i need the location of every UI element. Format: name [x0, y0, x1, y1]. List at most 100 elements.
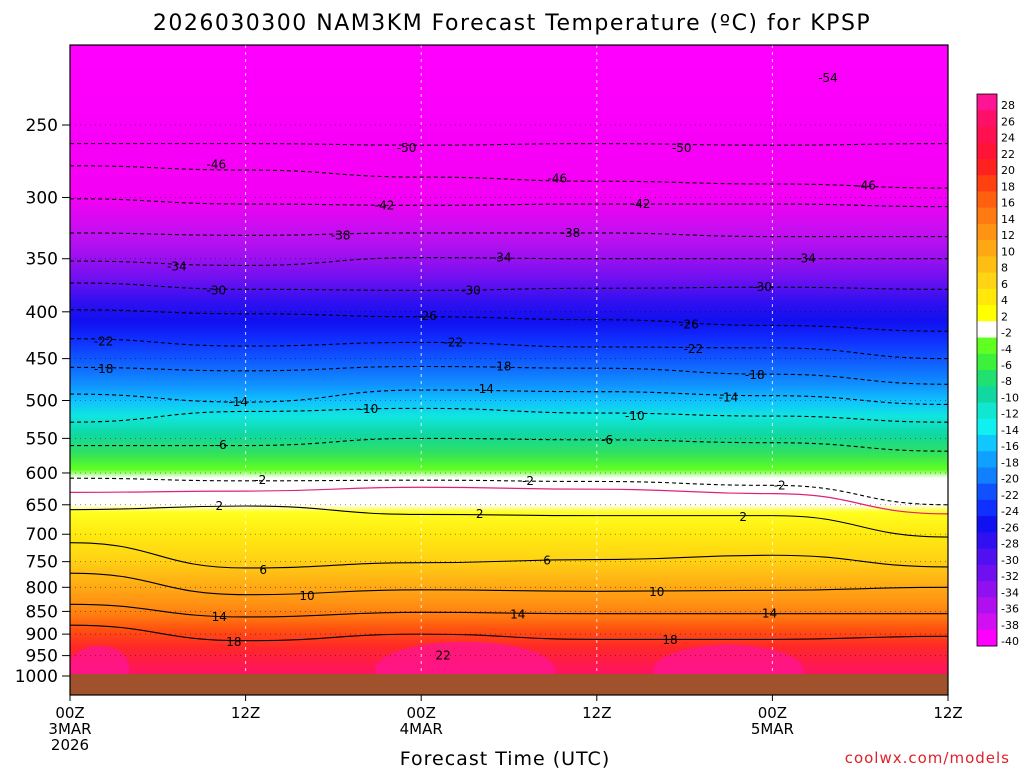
y-tick-label: 1000: [15, 667, 58, 687]
colorbar-label: -14: [1001, 424, 1019, 437]
isotherm-label: -46: [856, 178, 876, 192]
y-tick-label: 800: [26, 578, 58, 598]
colorbar-swatch: [977, 467, 997, 485]
isotherm-lines: [70, 143, 948, 642]
y-tick-label: 650: [26, 496, 58, 516]
isotherm-label: -26: [679, 318, 699, 332]
isotherm-label: -50: [672, 141, 692, 155]
isotherm-label: 2: [476, 507, 484, 521]
colorbar-swatch: [977, 337, 997, 355]
colorbar-label: -30: [1001, 554, 1019, 567]
colorbar-label: 4: [1001, 294, 1008, 307]
colorbar-label: -24: [1001, 505, 1019, 518]
isotherm-line: [70, 282, 948, 291]
colorbar-label: -18: [1001, 456, 1019, 469]
colorbar-swatch: [977, 175, 997, 192]
x-tick-label: 12Z: [933, 704, 962, 722]
colorbar-label: 24: [1001, 132, 1015, 145]
isotherm-label: -2: [522, 474, 534, 488]
isotherm-line: [70, 389, 948, 406]
isotherm-label: -42: [631, 197, 651, 211]
x-tick-label: 12Z: [231, 704, 260, 722]
colorbar-label: -28: [1001, 538, 1019, 551]
y-axis-ticks: 250 300 350 400 450 500 550 600 650 700 750 800 850 9…: [15, 116, 70, 687]
y-tick-label: 450: [26, 350, 58, 370]
y-tick-label: 900: [26, 625, 58, 645]
isotherm-label: 18: [226, 635, 241, 649]
colorbar-swatch: [977, 402, 997, 420]
colorbar-swatch: [977, 321, 997, 339]
colorbar-swatch: [977, 207, 997, 225]
colorbar-label: -20: [1001, 473, 1019, 486]
isotherm-label: -30: [752, 280, 772, 294]
isotherm-line: [70, 338, 948, 360]
colorbar-swatch: [977, 548, 997, 566]
isotherm-label: 10: [649, 585, 664, 599]
colorbar-label: -12: [1001, 408, 1019, 421]
isotherm-label: 14: [762, 607, 777, 621]
isotherm-line: [70, 365, 948, 385]
colorbar: 28 26 24 22 20 18 16 14 12 10 8 6 4 2 -2 -4 -6 -8 -10 -12 -1…: [976, 93, 1019, 648]
colorbar-label: -2: [1001, 327, 1012, 340]
y-tick-label: 850: [26, 602, 58, 622]
isotherm-label: 6: [543, 554, 551, 568]
colorbar-label: -26: [1001, 521, 1019, 534]
y-tick-label: 300: [26, 188, 58, 208]
colorbar-label: -36: [1001, 603, 1019, 616]
isotherm-line: [70, 505, 948, 538]
isotherm-label: -38: [331, 228, 351, 242]
colorbar-label: -40: [1001, 635, 1019, 648]
grid-lines: [70, 45, 948, 695]
isotherm-label: -18: [94, 362, 114, 376]
plot-area: [70, 45, 948, 695]
colorbar-swatch: [977, 158, 997, 176]
colorbar-swatch: [977, 256, 997, 274]
colorbar-swatch: [977, 434, 997, 452]
isotherm-label: -10: [625, 409, 645, 423]
colorbar-swatch: [977, 483, 997, 501]
isotherm-label: -14: [719, 390, 739, 404]
isotherm-label: 2: [739, 510, 747, 524]
isotherm-label: -42: [375, 198, 395, 212]
isotherm-label: 14: [510, 608, 525, 622]
isotherm-line: [70, 198, 948, 208]
isotherm-line: [70, 542, 948, 569]
isotherm-label: -54: [818, 71, 838, 85]
isotherm-line: [70, 572, 948, 596]
y-tick-label: 500: [26, 392, 58, 412]
isotherm-label: -14: [228, 395, 248, 409]
y-tick-label: 550: [26, 429, 58, 449]
isotherm-label: -50: [397, 141, 417, 155]
x-tick-label: 5MAR: [751, 720, 794, 738]
isotherm-label: -6: [215, 438, 227, 452]
colorbar-label: -32: [1001, 570, 1019, 583]
isotherm-label: 14: [212, 610, 227, 624]
y-tick-label: 350: [26, 250, 58, 270]
colorbar-swatch: [977, 516, 997, 533]
colorbar-swatch: [977, 126, 997, 144]
colorbar-swatch: [977, 386, 997, 403]
plot-frame: [69, 44, 949, 696]
freezing-line: [70, 486, 948, 515]
isotherm-label: -22: [444, 335, 464, 349]
x-tick-label: 4MAR: [400, 720, 443, 738]
colorbar-label: 18: [1001, 180, 1015, 193]
credit-link[interactable]: coolwx.com/models: [845, 749, 1010, 767]
colorbar-swatch: [977, 223, 997, 241]
isotherm-line: [70, 143, 948, 146]
colorbar-label: 12: [1001, 229, 1015, 242]
colorbar-label: 26: [1001, 115, 1015, 128]
colorbar-swatch: [977, 191, 997, 209]
colorbar-swatch: [977, 499, 997, 517]
isotherm-line: [70, 257, 948, 267]
colorbar-label: 8: [1001, 262, 1008, 275]
colorbar-swatch: [977, 418, 997, 436]
colorbar-label: -34: [1001, 586, 1019, 599]
isotherm-label: -18: [492, 359, 512, 373]
colorbar-label: -10: [1001, 391, 1019, 404]
isotherm-label: -2: [774, 478, 786, 492]
colorbar-swatch: [977, 94, 997, 111]
isotherm-line: [70, 477, 948, 506]
x-tick-label: 3MAR: [48, 720, 91, 738]
chart-title: 2026030300 NAM3KM Forecast Temperature (…: [153, 11, 871, 36]
